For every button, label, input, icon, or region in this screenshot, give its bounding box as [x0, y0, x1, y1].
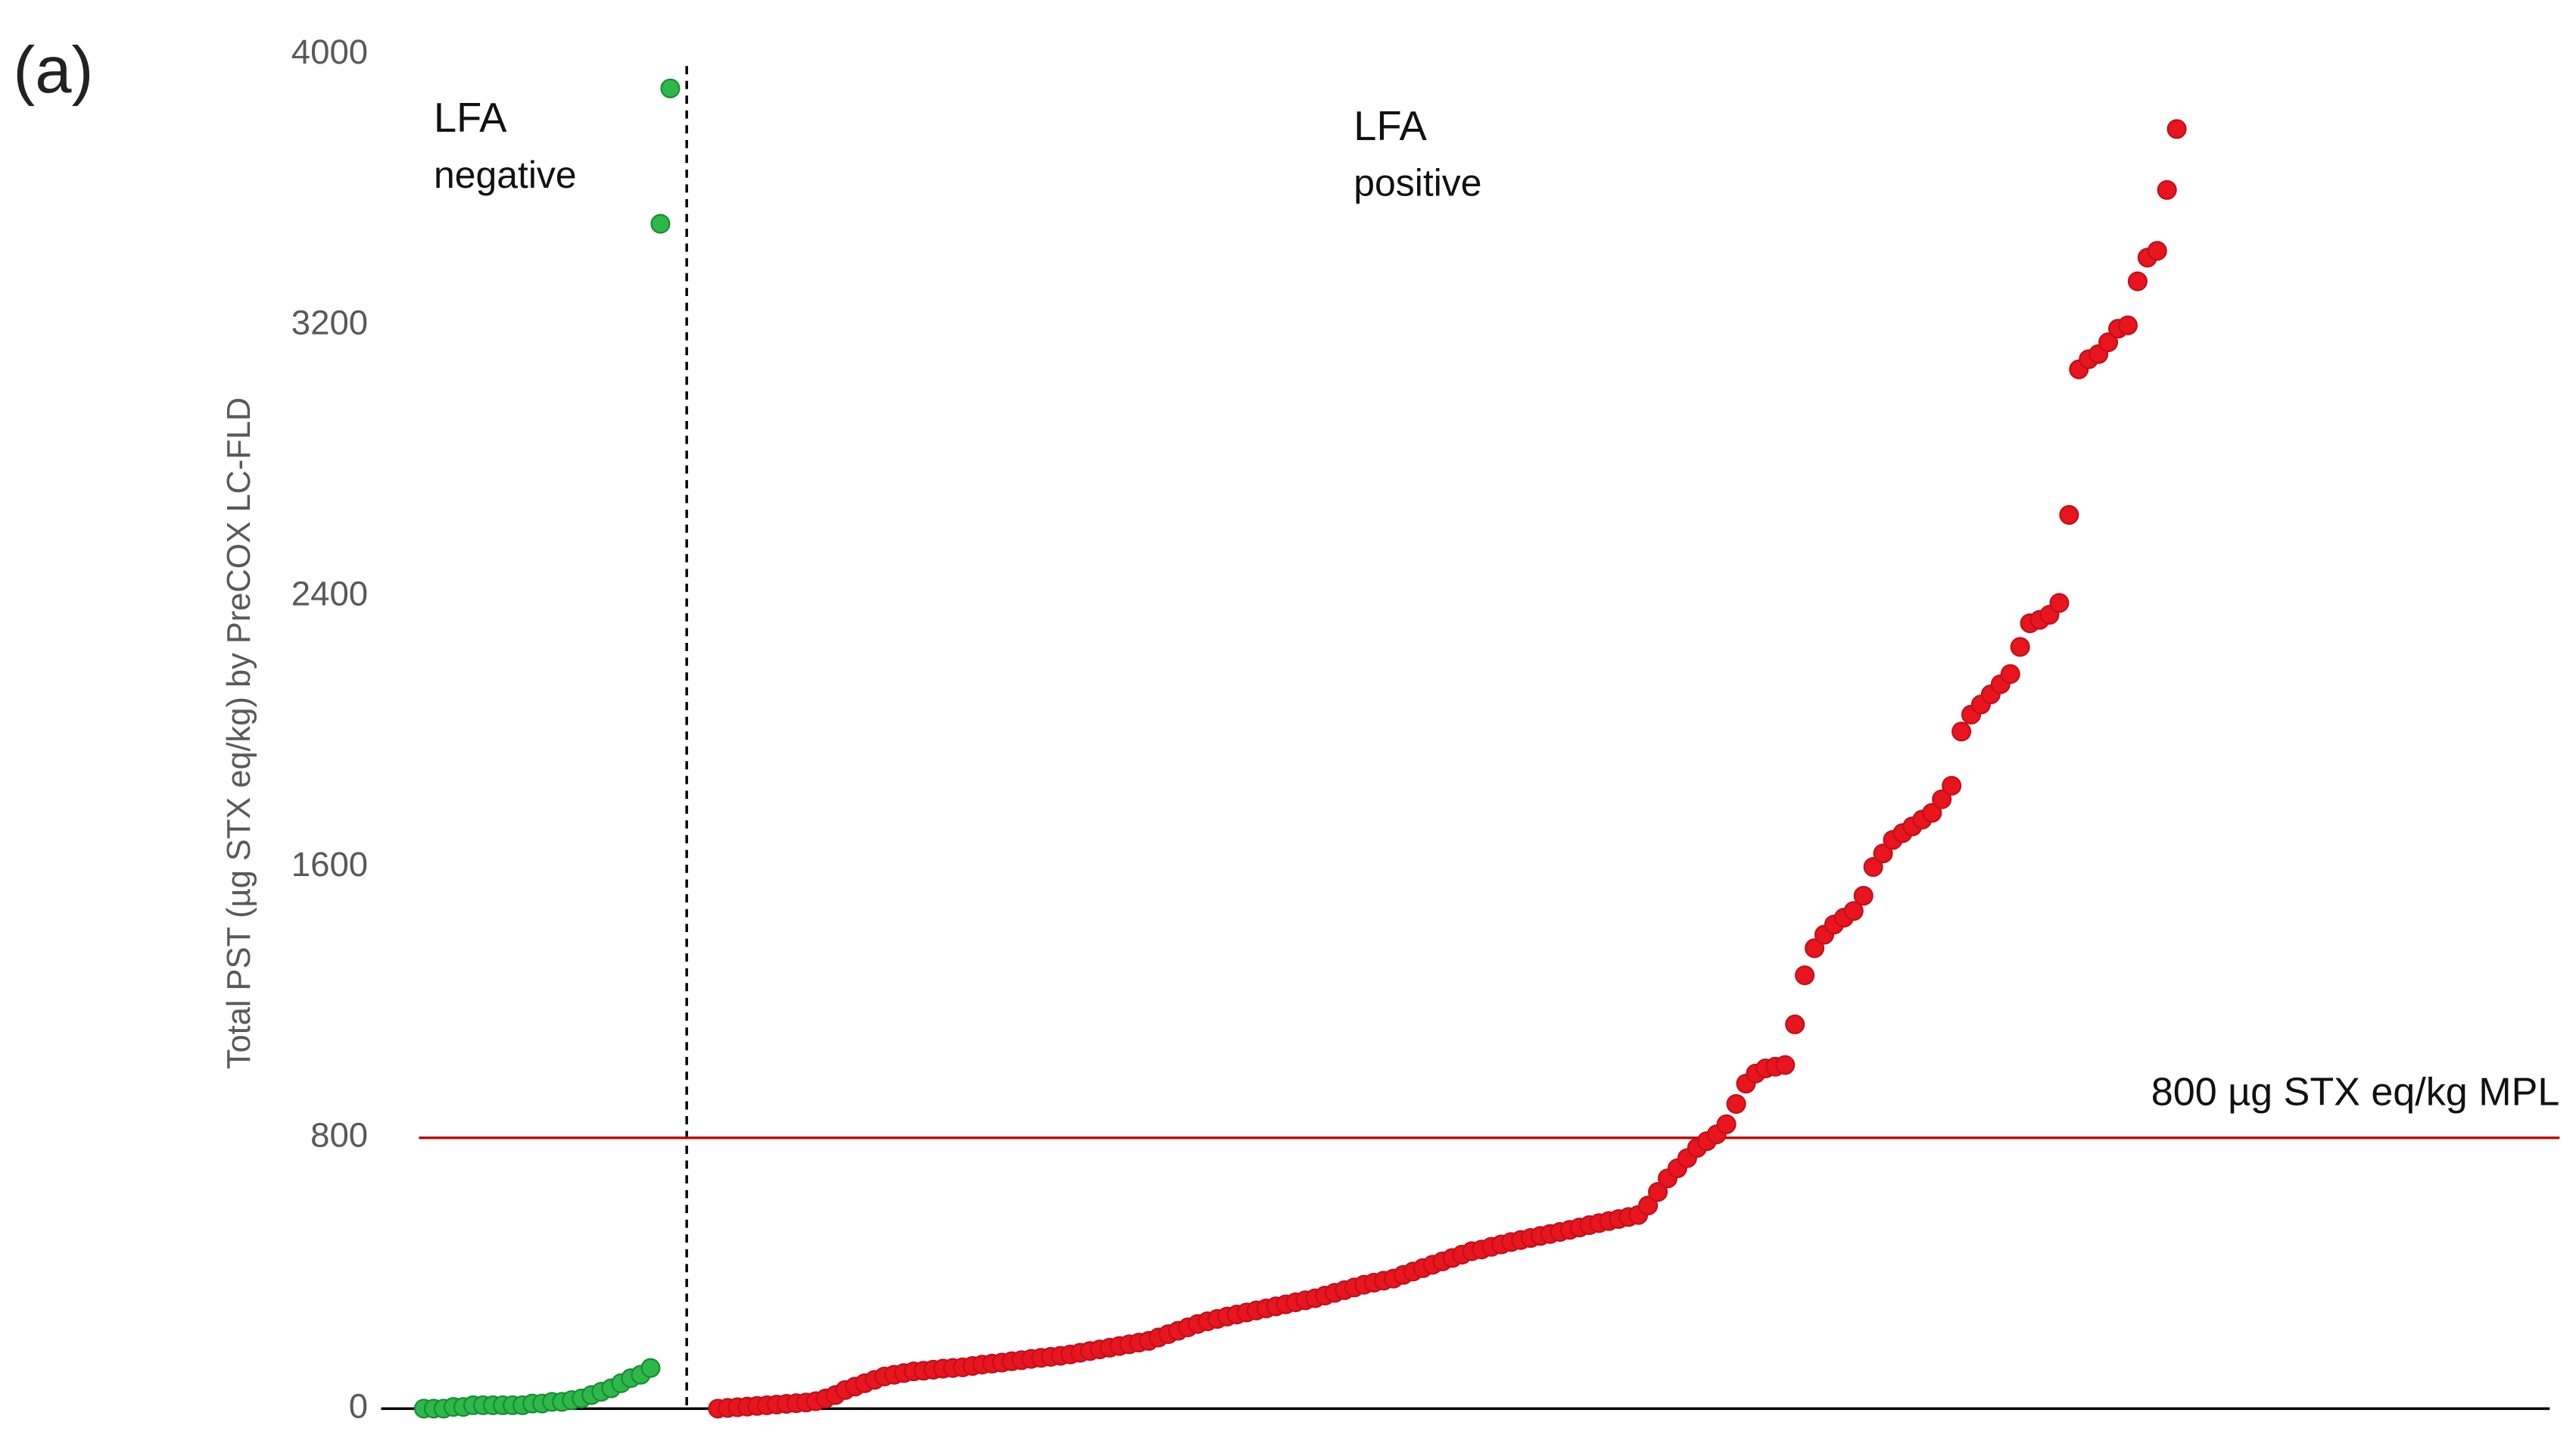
- data-point: [640, 1358, 661, 1378]
- y-tick-label: 2400: [291, 574, 368, 613]
- data-point: [1873, 843, 1893, 864]
- y-tick-label: 800: [310, 1116, 368, 1155]
- annotation: negative: [434, 154, 577, 196]
- data-point: [660, 78, 681, 98]
- data-point: [1932, 789, 1952, 809]
- data-point: [2098, 332, 2119, 353]
- annotation: LFA: [1353, 104, 1427, 149]
- data-point: [2059, 505, 2079, 525]
- data-point: [1638, 1196, 1659, 1216]
- data-point: [1863, 856, 1883, 878]
- data-point: [650, 214, 671, 234]
- y-tick-label: 4000: [291, 33, 368, 71]
- data-point: [1922, 803, 1942, 823]
- data-point: [2157, 179, 2177, 200]
- data-point: [1716, 1114, 1737, 1134]
- annotation: positive: [1353, 162, 1481, 204]
- data-point: [1648, 1182, 1668, 1202]
- data-point: [1795, 965, 1815, 986]
- data-point: [2010, 637, 2030, 657]
- data-point: [2000, 664, 2020, 684]
- data-point: [1853, 885, 1874, 906]
- y-tick-label: 0: [349, 1386, 368, 1425]
- data-point: [2127, 271, 2148, 292]
- y-tick-label: 1600: [291, 845, 368, 884]
- data-point: [2166, 119, 2187, 139]
- panel-label: (a): [13, 33, 93, 107]
- data-point: [1785, 1014, 1805, 1034]
- data-point: [2117, 315, 2138, 335]
- annotation: LFA: [434, 95, 507, 141]
- data-point: [1775, 1055, 1796, 1075]
- data-point: [1805, 938, 1825, 959]
- data-point: [1726, 1093, 1746, 1114]
- y-axis-title: Total PST (µg STX eq/kg) by PreCOX LC-FL…: [221, 398, 257, 1069]
- data-point: [1951, 722, 1972, 742]
- data-point: [1942, 775, 1962, 796]
- data-point: [2049, 593, 2070, 613]
- data-point: [2147, 241, 2167, 261]
- y-tick-label: 3200: [291, 304, 368, 342]
- reference-label: 800 µg STX eq/kg MPL: [2151, 1070, 2559, 1114]
- data-point: [1843, 901, 1864, 921]
